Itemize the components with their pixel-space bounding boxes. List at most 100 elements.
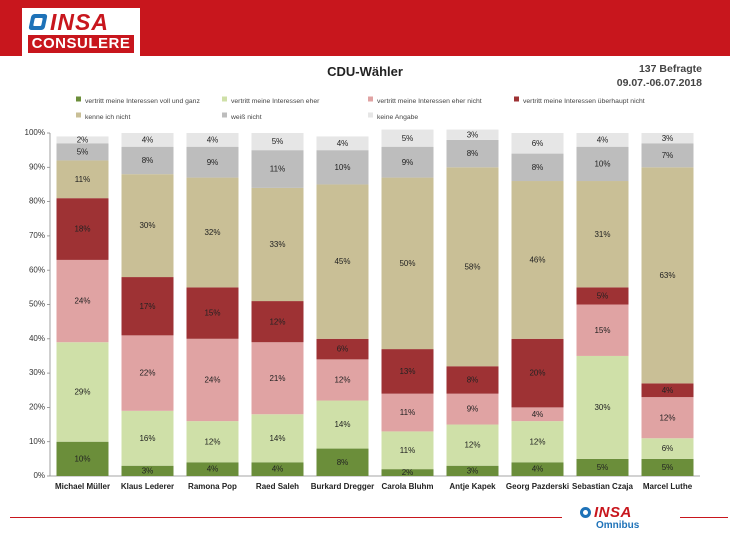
data-label: 12% [659,413,675,422]
data-label: 14% [269,434,285,443]
bar-segment [56,259,109,343]
data-label: 10% [334,163,350,172]
insa-consulere-logo: INSA CONSULERE [22,8,140,56]
bar-segment [641,167,694,384]
data-label: 22% [139,369,155,378]
bar-segment [381,146,434,178]
bar-segment [446,424,499,466]
legend-swatch [76,96,81,102]
legend-label: vertritt meine Interessen voll und ganz [85,98,200,105]
bar-segment [511,338,564,408]
legend-label: kenne ich nicht [85,114,130,121]
data-label: 11% [75,175,90,184]
bar-segment [316,400,369,449]
bar-segment [121,410,174,466]
data-label: 15% [204,309,220,318]
data-label: 9% [402,158,414,167]
bar-segment [381,349,434,394]
omnibus-logo-icon [580,507,591,518]
data-label: 30% [594,403,610,412]
bar-segment [576,458,629,476]
data-label: 12% [269,317,285,326]
bar-segment [381,431,434,470]
data-label: 9% [207,158,219,167]
y-tick-label: 0% [33,471,45,480]
bar-segment [121,277,174,336]
data-label: 6% [662,444,674,453]
legend-swatch [222,96,227,102]
x-tick-label: Carola Bluhm [381,482,433,491]
y-tick-label: 80% [29,197,45,206]
data-label: 3% [467,466,479,475]
logo-main-text: INSA [50,9,109,35]
bar-segment [576,304,629,356]
data-label: 4% [532,465,544,474]
bar-segment [56,143,109,161]
data-label: 46% [529,256,545,265]
bar-segment [186,421,239,463]
x-tick-label: Michael Müller [55,482,110,491]
data-label: 5% [597,463,609,472]
footer-divider-right [680,517,728,518]
data-label: 12% [529,437,545,446]
bar-segment [186,338,239,422]
data-label: 4% [597,135,609,144]
chart-title: CDU-Wähler [327,64,403,79]
data-label: 4% [142,135,154,144]
bar-segment [121,133,174,147]
data-label: 5% [402,134,414,143]
data-label: 20% [529,369,545,378]
data-label: 21% [269,374,285,383]
bar-segment [121,465,174,476]
data-label: 2% [77,135,89,144]
bar-segment [316,136,369,151]
bar-segment [641,458,694,476]
legend-label: keine Angabe [377,114,418,121]
bar-segment [511,153,564,182]
bar-segment [56,342,109,442]
bar-segment [576,355,629,459]
legend-swatch [222,112,227,118]
data-label: 24% [204,376,220,385]
x-tick-label: Antje Kapek [449,482,496,491]
data-label: 5% [77,147,89,156]
y-tick-label: 30% [29,368,45,377]
bar-segment [511,407,564,422]
data-label: 13% [399,367,415,376]
data-label: 7% [662,151,674,160]
footer-logo-sub: Omnibus [596,520,640,531]
x-tick-label: Marcel Luthe [643,482,693,491]
bar-segment [576,287,629,305]
bar-segment [446,366,499,394]
footer-divider-left [10,517,562,518]
x-tick-label: Klaus Lederer [121,482,174,491]
bar-segment [186,133,239,147]
bar-segment [251,133,304,151]
bar-segment [316,359,369,401]
respondent-count: 137 Befragte [638,63,702,75]
footer-logo-main: INSA [594,504,632,521]
data-label: 11% [400,446,415,455]
bar-segment [511,462,564,476]
y-tick-label: 20% [29,403,45,412]
survey-period: 09.07.-06.07.2018 [616,77,702,89]
data-label: 2% [402,468,414,477]
bar-segment [381,469,434,476]
data-label: 12% [204,437,220,446]
x-tick-label: Georg Pazderski [506,482,569,491]
legend-swatch [514,96,519,102]
bar-segment [56,441,109,476]
data-label: 11% [400,408,415,417]
legend-swatch [368,96,373,102]
data-label: 4% [207,135,219,144]
bar-segment [251,414,304,463]
data-label: 17% [139,302,155,311]
bar-segment [511,421,564,463]
bar-segment [511,181,564,339]
data-label: 8% [532,163,544,172]
data-label: 14% [334,420,350,429]
bar-segment [56,136,109,144]
bar-segment [56,160,109,199]
bar-segment [381,129,434,147]
